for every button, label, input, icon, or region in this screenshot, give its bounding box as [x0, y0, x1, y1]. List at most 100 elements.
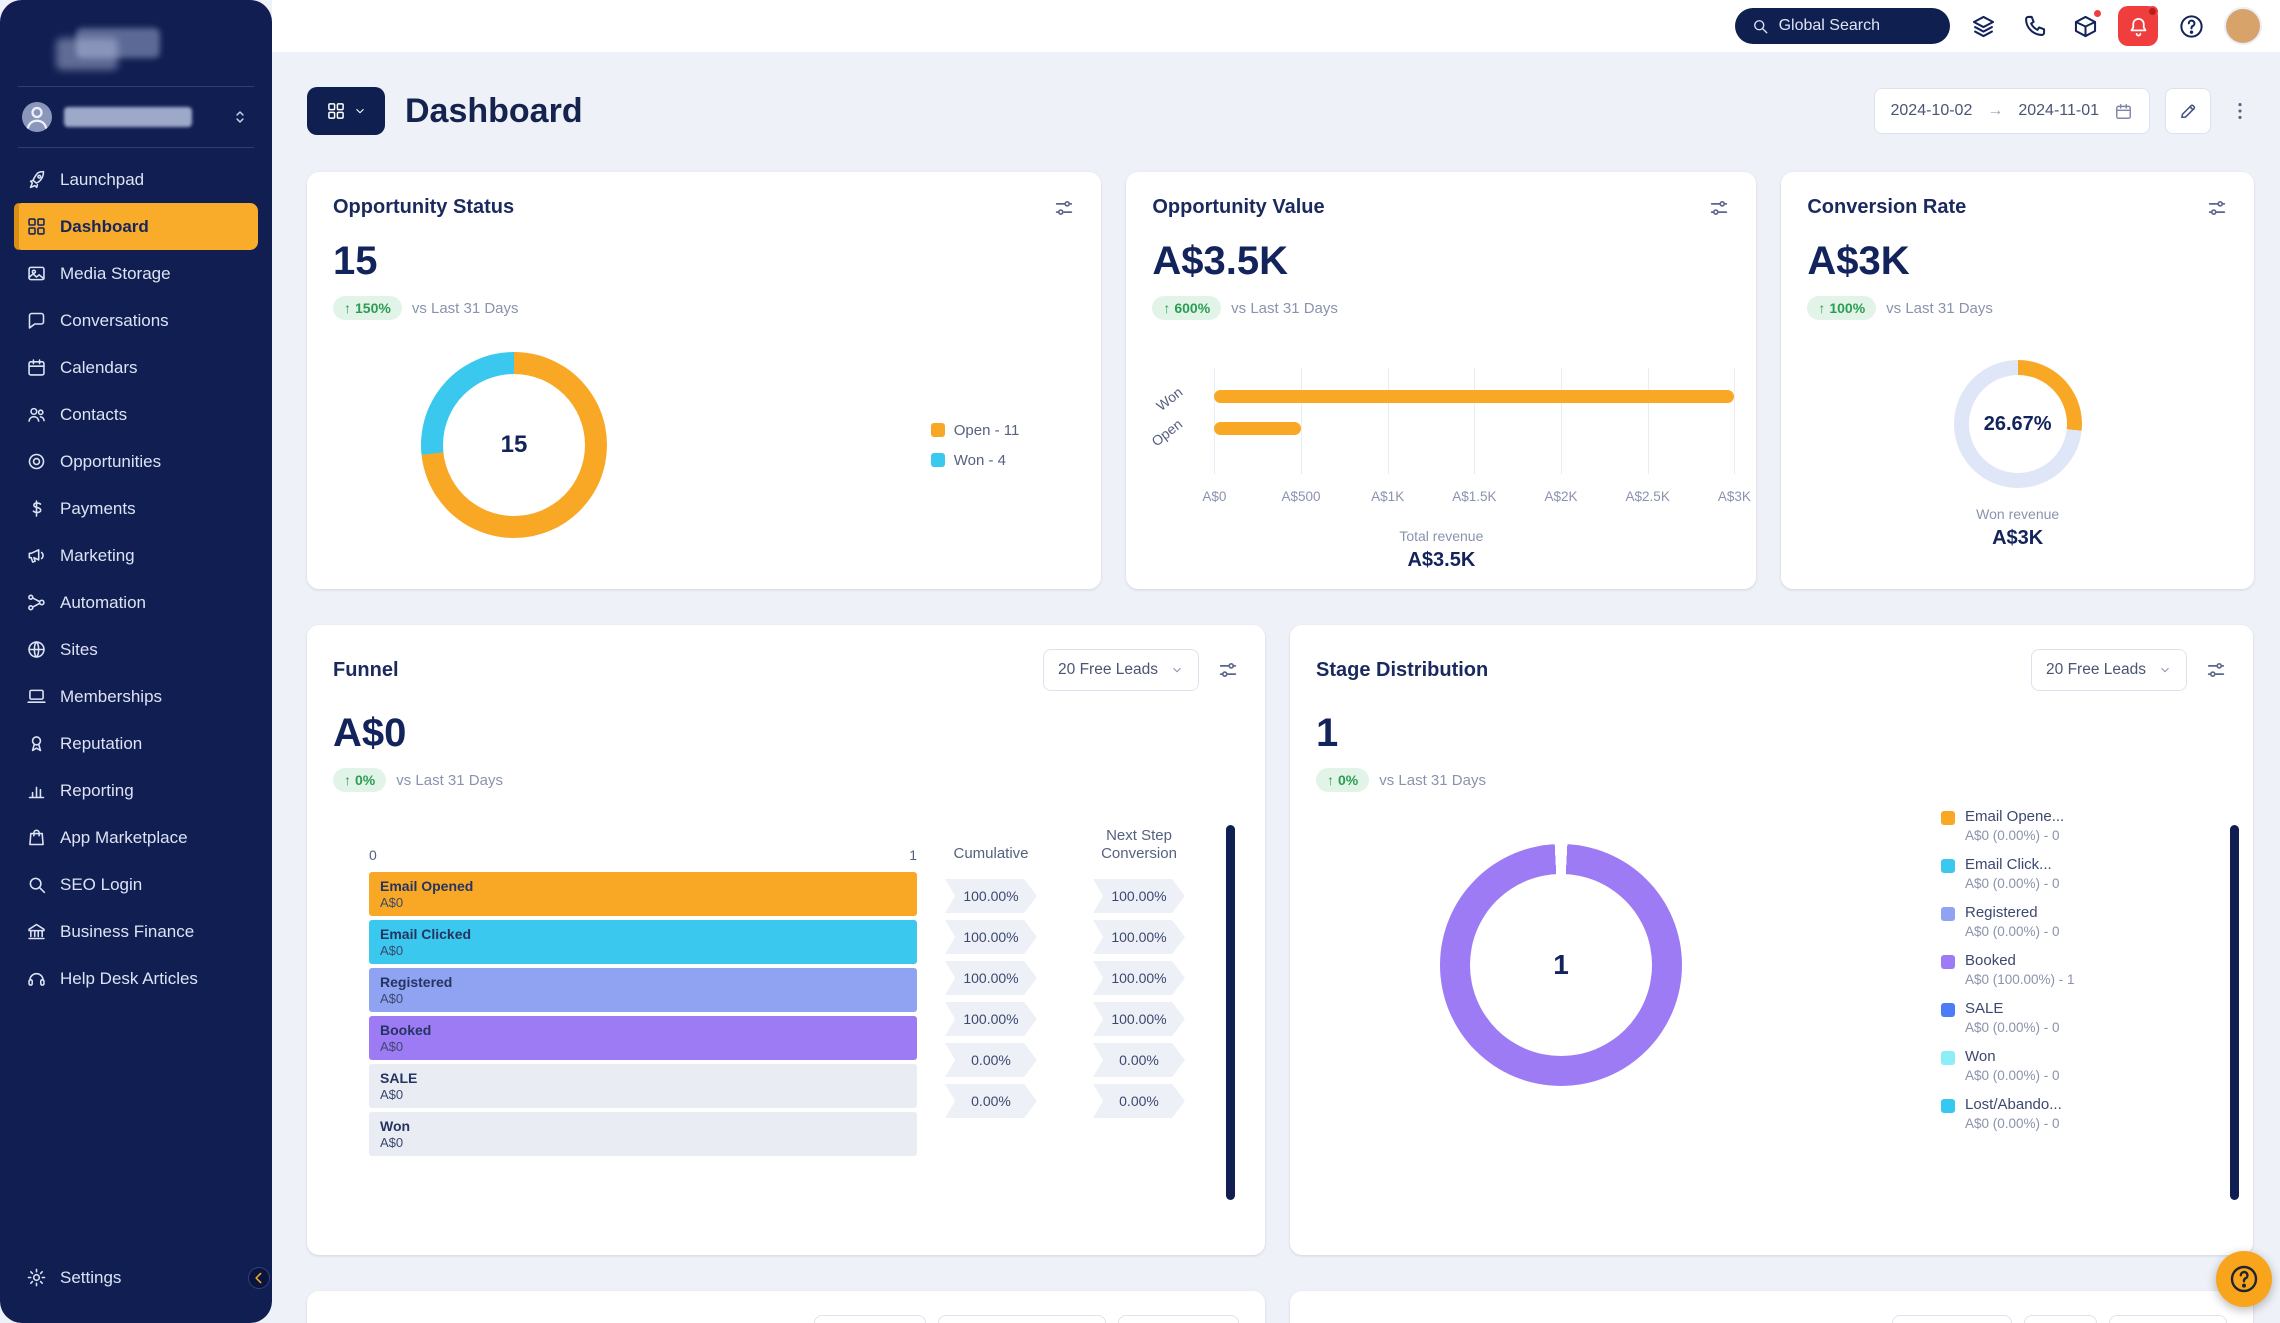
legend-sublabel: A$0 (0.00%) - 0 — [1965, 1020, 2060, 1035]
sidebar-item-label: Help Desk Articles — [60, 968, 198, 988]
legend-swatch — [1941, 955, 1955, 969]
sidebar-item-sites[interactable]: Sites — [14, 626, 258, 673]
sidebar-item-help-desk-articles[interactable]: Help Desk Articles — [14, 955, 258, 1002]
filter-select-all-users[interactable]: All Users — [2108, 1315, 2227, 1323]
sidebar-item-reputation[interactable]: Reputation — [14, 720, 258, 767]
more-options-button[interactable] — [2226, 88, 2254, 134]
legend-item[interactable]: SALE A$0 (0.00%) - 0 — [1941, 1000, 2179, 1035]
sliders-icon — [2205, 659, 2227, 681]
sidebar-item-memberships[interactable]: Memberships — [14, 673, 258, 720]
next-step-tag: 0.00% — [1093, 1043, 1185, 1077]
filter-select-workflow[interactable]: Workflow — [1892, 1315, 2012, 1323]
chart-settings-button[interactable] — [2206, 197, 2228, 219]
legend-swatch — [1941, 859, 1955, 873]
filter-select-all[interactable]: All — [2023, 1315, 2097, 1323]
sidebar-item-seo-login[interactable]: SEO Login — [14, 861, 258, 908]
sidebar-item-calendars[interactable]: Calendars — [14, 344, 258, 391]
legend-item[interactable]: Won A$0 (0.00%) - 0 — [1941, 1048, 2179, 1083]
filter-select-pending[interactable]: Pending — [813, 1315, 927, 1323]
compare-label: vs Last 31 Days — [1379, 771, 1486, 789]
funnel-bar-value: A$0 — [380, 943, 404, 958]
sliders-icon — [2206, 197, 2228, 219]
legend-swatch — [1941, 1051, 1955, 1065]
next-step-tag: 100.00% — [1093, 879, 1185, 913]
chevron-left-icon — [249, 1268, 269, 1288]
date-start[interactable]: 2024-10-02 — [1890, 102, 1973, 119]
stage-filter-select[interactable]: 20 Free Leads — [2031, 649, 2187, 691]
sidebar-item-payments[interactable]: Payments — [14, 485, 258, 532]
user-avatar[interactable] — [2224, 7, 2262, 45]
legend-item[interactable]: Open - 11 — [930, 421, 1020, 439]
cumulative-tag: 0.00% — [945, 1043, 1037, 1077]
legend-item[interactable]: Email Opene... A$0 (0.00%) - 0 — [1941, 808, 2179, 843]
nodes-icon — [26, 592, 47, 613]
sidebar-item-dashboard[interactable]: Dashboard — [14, 203, 258, 250]
legend-item[interactable]: Won - 4 — [930, 451, 1020, 469]
layers-button[interactable] — [1965, 8, 2001, 44]
legend-label: Booked — [1965, 952, 2016, 969]
global-search[interactable]: Global Search — [1734, 8, 1950, 44]
chart-settings-button[interactable] — [2205, 659, 2227, 681]
sliders-icon — [1053, 197, 1075, 219]
card-title: Funnel — [333, 658, 399, 681]
sidebar-item-contacts[interactable]: Contacts — [14, 391, 258, 438]
sidebar-item-automation[interactable]: Automation — [14, 579, 258, 626]
funnel-bar-label: Registered — [380, 974, 453, 990]
sidebar-item-reporting[interactable]: Reporting — [14, 767, 258, 814]
funnel-bar-label: Email Opened — [380, 878, 474, 894]
card-tasks: Tasks PendingDue Date (ASC)Rizal M... — [307, 1291, 1265, 1323]
stage-scrollbar[interactable] — [2230, 825, 2239, 1200]
y-axis-label: Won — [1152, 383, 1186, 414]
notification-dot — [2147, 6, 2158, 17]
apps-button[interactable] — [2067, 8, 2103, 44]
sidebar-item-label: Contacts — [60, 404, 128, 424]
workspace-logo-redacted — [20, 20, 252, 78]
date-range-picker[interactable]: 2024-10-02 → 2024-11-01 — [1873, 88, 2150, 134]
sidebar-collapse-button[interactable] — [248, 1267, 270, 1289]
chart-settings-button[interactable] — [1708, 197, 1730, 219]
legend-item[interactable]: Email Click... A$0 (0.00%) - 0 — [1941, 856, 2179, 891]
next-step-tag: 100.00% — [1093, 920, 1185, 954]
legend-label: Won - 4 — [953, 451, 1006, 469]
date-end[interactable]: 2024-11-01 — [2018, 102, 2099, 119]
megaphone-icon — [26, 545, 47, 566]
funnel-filter-select[interactable]: 20 Free Leads — [1043, 649, 1199, 691]
funnel-bar-email-opened: Email Opened A$0 — [369, 872, 917, 916]
donut-center-value: 15 — [500, 431, 528, 458]
legend-label: Open - 11 — [953, 421, 1020, 439]
headset-icon — [26, 968, 47, 989]
edit-dashboard-button[interactable] — [2165, 88, 2211, 134]
sidebar-item-settings[interactable]: Settings — [14, 1254, 258, 1301]
legend-item[interactable]: Registered A$0 (0.00%) - 0 — [1941, 904, 2179, 939]
users-icon — [26, 404, 47, 425]
filter-select-rizal-m[interactable]: Rizal M... — [1118, 1315, 1239, 1323]
sidebar-item-app-marketplace[interactable]: App Marketplace — [14, 814, 258, 861]
sidebar-item-media-storage[interactable]: Media Storage — [14, 250, 258, 297]
question-icon — [2178, 13, 2205, 40]
sidebar-item-label: Business Finance — [60, 921, 195, 941]
filter-select-due-date-asc[interactable]: Due Date (ASC) — [938, 1315, 1107, 1323]
chart-settings-button[interactable] — [1217, 659, 1239, 681]
sidebar-item-conversations[interactable]: Conversations — [14, 297, 258, 344]
chart-icon — [26, 780, 47, 801]
funnel-bar-label: Booked — [380, 1022, 432, 1038]
phone-button[interactable] — [2016, 8, 2052, 44]
x-tick-label: A$1.5K — [1452, 489, 1497, 504]
dashboard-switcher[interactable] — [307, 87, 385, 135]
funnel-bar-value: A$0 — [380, 1087, 404, 1102]
notifications-button[interactable] — [2118, 6, 2158, 46]
sidebar-item-opportunities[interactable]: Opportunities — [14, 438, 258, 485]
sidebar-item-label: Opportunities — [60, 451, 162, 471]
sidebar-item-business-finance[interactable]: Business Finance — [14, 908, 258, 955]
help-button[interactable] — [2173, 8, 2209, 44]
funnel-scrollbar[interactable] — [1226, 825, 1235, 1200]
sidebar-item-label: Payments — [60, 498, 136, 518]
legend-item[interactable]: Lost/Abando... A$0 (0.00%) - 0 — [1941, 1096, 2179, 1131]
sidebar-item-marketing[interactable]: Marketing — [14, 532, 258, 579]
phone-icon — [2021, 13, 2048, 40]
chart-settings-button[interactable] — [1053, 197, 1075, 219]
legend-item[interactable]: Booked A$0 (100.00%) - 1 — [1941, 952, 2179, 987]
account-switcher[interactable] — [14, 87, 258, 147]
sidebar-item-launchpad[interactable]: Launchpad — [14, 156, 258, 203]
help-fab-button[interactable] — [2216, 1251, 2272, 1307]
